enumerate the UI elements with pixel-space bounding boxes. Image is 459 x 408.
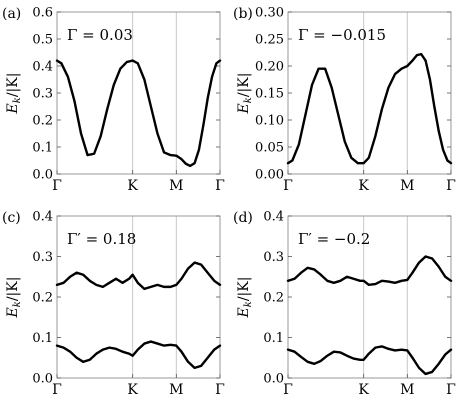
panel-a: 0.0 0.1 0.2 0.3 0.4 0.5 0.6 Γ K M Γ (a) Γ = 0.03 Ek/|…	[2, 6, 225, 195]
y-tick-label: 0.1	[32, 331, 53, 346]
parameter-annotation: Γ′ = −0.2	[298, 230, 370, 248]
x-tick-label: Γ	[52, 178, 62, 194]
x-tick-label: Γ	[215, 178, 225, 194]
panel-label: (b)	[233, 6, 253, 22]
panel-d: 0.0 0.1 0.2 0.3 0.4 Γ K M Γ (d) Γ′ = −0.2 Ek/|K|	[233, 210, 456, 399]
band-curve	[55, 261, 222, 291]
x-tick-label: Γ	[283, 382, 293, 398]
x-tick-label: K	[127, 178, 138, 194]
y-tick-label: 0.5	[32, 33, 53, 48]
x-tick-label: M	[400, 178, 414, 194]
y-tick-label: 0.2	[32, 291, 53, 306]
y-tick-label: 0.6	[32, 6, 53, 21]
x-tick-label: M	[169, 382, 183, 398]
x-tick-label: K	[358, 178, 369, 194]
panel-label: (c)	[2, 210, 21, 226]
y-tick-label: 0.20	[255, 60, 284, 75]
y-axis-label: Ek/|K|	[236, 73, 254, 115]
x-tick-label: K	[127, 382, 138, 398]
panel-label: (a)	[2, 6, 21, 22]
y-tick-label: 0.3	[32, 87, 53, 102]
y-tick-label: 0.25	[255, 33, 284, 48]
y-tick-label: 0.15	[255, 87, 284, 102]
y-tick-label: 0.3	[263, 250, 284, 265]
panel-c: 0.0 0.1 0.2 0.3 0.4 Γ K M Γ (c) Γ′ = 0.18 Ek/|K|	[2, 210, 225, 399]
x-tick-label: Γ	[52, 382, 62, 398]
x-tick-label: Γ	[215, 382, 225, 398]
band-curve	[286, 52, 453, 165]
y-tick-label: 0.4	[32, 60, 53, 75]
x-tick-label: Γ	[446, 178, 456, 194]
y-tick-label: 0.4	[32, 210, 53, 225]
parameter-annotation: Γ′ = 0.18	[67, 230, 136, 248]
x-tick-label: K	[358, 382, 369, 398]
y-axis-label: Ek/|K|	[5, 277, 23, 319]
y-tick-label: 0.2	[263, 291, 284, 306]
y-tick-label: 0.1	[32, 141, 53, 156]
y-tick-label: 0.1	[263, 331, 284, 346]
y-tick-label: 0.30	[255, 6, 284, 21]
x-tick-label: M	[169, 178, 183, 194]
band-curve	[55, 340, 222, 370]
y-axis-label: Ek/|K|	[5, 73, 23, 115]
band-curve	[55, 59, 222, 168]
y-tick-label: 0.05	[255, 141, 284, 156]
parameter-annotation: Γ = −0.015	[298, 26, 386, 44]
band-curve	[286, 255, 453, 287]
y-tick-label: 0.0	[263, 372, 284, 387]
y-tick-label: 0.00	[255, 168, 284, 183]
y-tick-label: 0.0	[32, 168, 53, 183]
y-tick-label: 0.0	[32, 372, 53, 387]
y-tick-label: 0.3	[32, 250, 53, 265]
y-tick-label: 0.10	[255, 114, 284, 129]
panel-label: (d)	[233, 210, 253, 226]
x-tick-label: M	[400, 382, 414, 398]
y-axis-label: Ek/|K|	[236, 277, 254, 319]
x-tick-label: Γ	[283, 178, 293, 194]
y-tick-label: 0.2	[32, 114, 53, 129]
band-curve	[286, 345, 453, 376]
panel-b: 0.00 0.05 0.10 0.15 0.20 0.25 0.30 Γ K M Γ (b) Γ = −…	[233, 6, 456, 195]
parameter-annotation: Γ = 0.03	[67, 26, 133, 44]
x-tick-label: Γ	[446, 382, 456, 398]
y-tick-label: 0.4	[263, 210, 284, 225]
